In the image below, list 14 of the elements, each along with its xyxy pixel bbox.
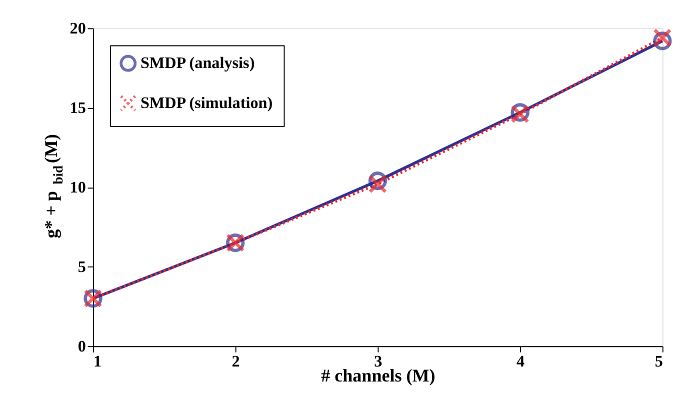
x-tick-label: 4 xyxy=(516,354,525,371)
y-tick-label: 15 xyxy=(70,100,86,117)
point xyxy=(653,28,672,48)
y-tick-label: 0 xyxy=(78,338,86,356)
legend-label: SMDP (analysis) xyxy=(140,55,255,72)
y-tick-label: 20 xyxy=(70,20,86,38)
x-tick-label: 1 xyxy=(93,354,102,371)
y-tick-label: 5 xyxy=(78,258,86,276)
legend-label: SMDP (simulation) xyxy=(140,94,273,112)
x-tick-label: 2 xyxy=(232,354,240,371)
point xyxy=(368,174,388,194)
x-tick-label: 5 xyxy=(654,354,663,371)
y-tick-label: 10 xyxy=(70,179,86,196)
y-axis-title: g* + pbid(M) xyxy=(40,134,66,238)
